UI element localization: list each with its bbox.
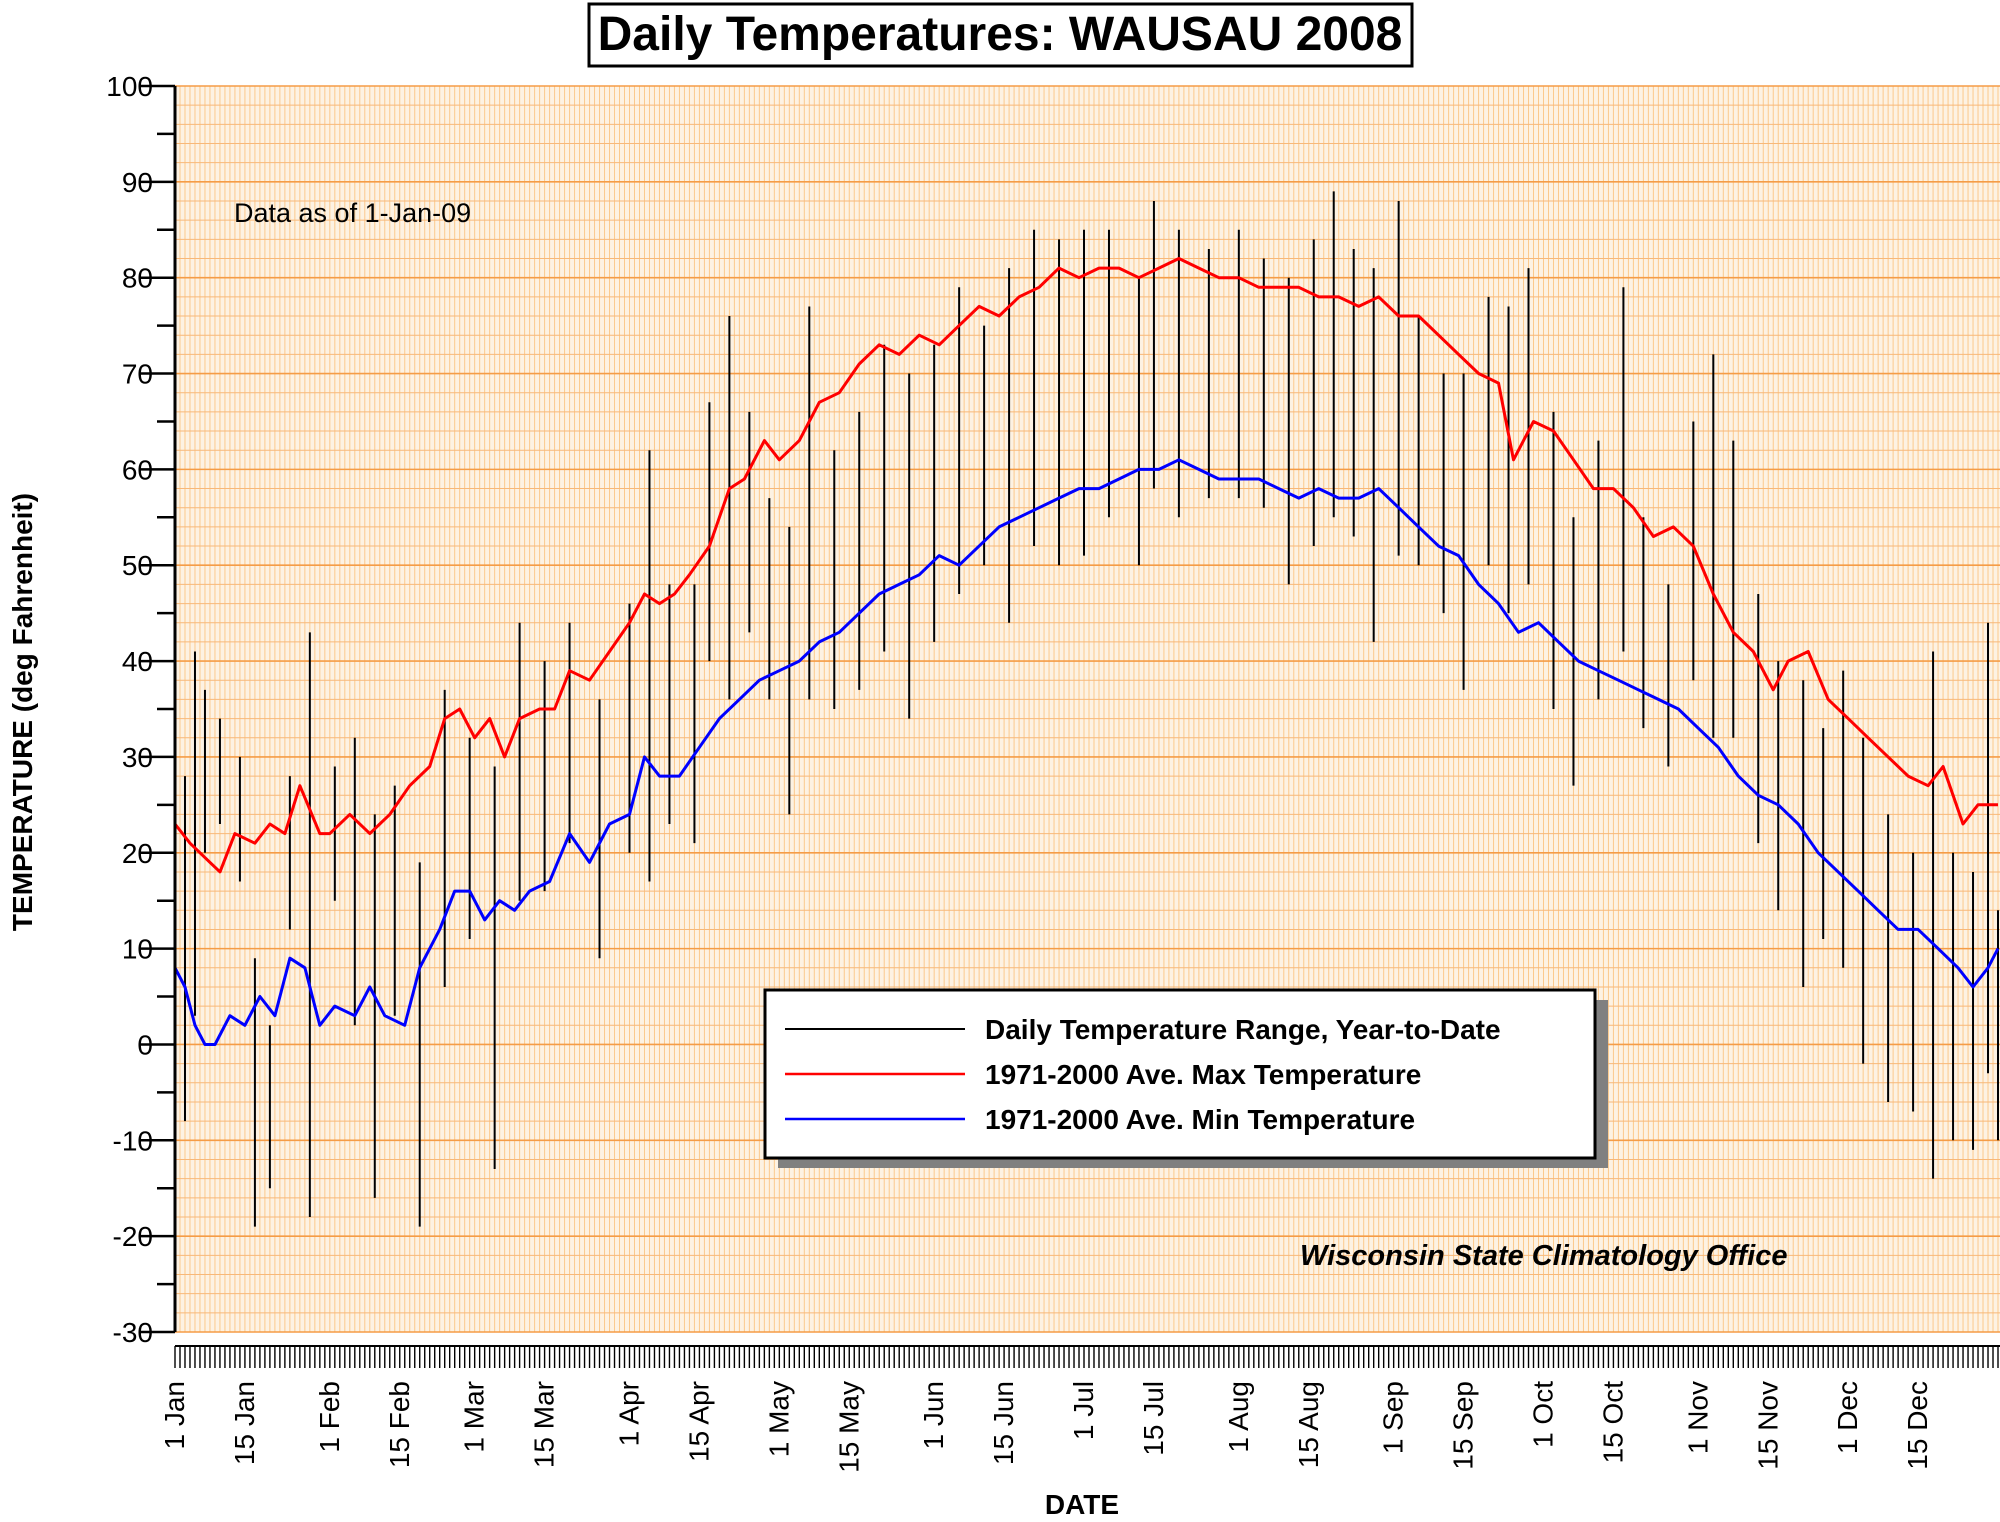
y-tick-label: 40 <box>122 646 153 677</box>
x-tick-label: 1 Mar <box>459 1381 490 1453</box>
x-tick-label: 15 Aug <box>1293 1381 1324 1468</box>
avg-max-line <box>173 257 1998 874</box>
x-tick-label: 15 Nov <box>1752 1381 1783 1470</box>
legend: Daily Temperature Range, Year-to-Date 19… <box>763 988 1608 1168</box>
y-tick-label: 30 <box>122 742 153 773</box>
y-tick-label: -10 <box>113 1125 153 1156</box>
x-tick-label: 15 Mar <box>529 1381 560 1468</box>
y-tick-label: -30 <box>113 1317 153 1348</box>
x-tick-label: 15 Jun <box>988 1381 1019 1465</box>
y-tick-label: 100 <box>106 71 153 102</box>
y-tick-label: 80 <box>122 263 153 294</box>
y-tick-label: 70 <box>122 359 153 390</box>
credit-note: Wisconsin State Climatology Office <box>1300 1240 1787 1272</box>
average-lines <box>173 257 2000 1046</box>
chart-title-box <box>587 2 1414 68</box>
x-tick-label: 15 Sep <box>1448 1381 1479 1470</box>
y-tick-label: 0 <box>137 1029 153 1060</box>
daily-range-bars <box>174 191 1999 1227</box>
axis-layer: -30 -20 -10 0 10 20 30 40 50 60 70 80 90 100 1 Jan 15 J… <box>106 71 2000 1473</box>
x-tick-label: 1 Jul <box>1068 1381 1099 1440</box>
x-tick-label: 15 Jul <box>1138 1381 1169 1456</box>
x-tick-label: 15 Jan <box>229 1381 260 1465</box>
y-tick-label: 90 <box>122 167 153 198</box>
x-tick-label: 1 Jan <box>159 1381 190 1450</box>
legend-label-max: 1971-2000 Ave. Max Temperature <box>985 1059 1421 1090</box>
x-tick-label: 15 Apr <box>683 1381 714 1462</box>
x-tick-label: 15 May <box>833 1381 864 1473</box>
x-tick-label: 1 Jun <box>918 1381 949 1450</box>
x-tick-label: 1 Oct <box>1528 1381 1559 1448</box>
chart-title-group: Daily Temperatures: WAUSAU 2008 <box>587 2 1414 68</box>
y-tick-label: 20 <box>122 838 153 869</box>
x-axis-title: DATE <box>1045 1489 1119 1520</box>
avg-min-line <box>173 458 2000 1046</box>
x-tick-label: 1 Nov <box>1682 1381 1713 1454</box>
x-tick-label: 1 Feb <box>314 1381 345 1453</box>
y-tick-label: -20 <box>113 1221 153 1252</box>
x-tick-label: 15 Feb <box>384 1381 415 1468</box>
chart-title: Daily Temperatures: WAUSAU 2008 <box>598 8 1403 61</box>
x-tick-label: 15 Oct <box>1597 1381 1628 1464</box>
x-tick-label: 1 Dec <box>1832 1381 1863 1454</box>
legend-label-min: 1971-2000 Ave. Min Temperature <box>985 1104 1415 1135</box>
y-tick-label: 60 <box>122 454 153 485</box>
y-tick-label: 10 <box>122 934 153 965</box>
x-tick-label: 1 Aug <box>1223 1381 1254 1453</box>
legend-label-range: Daily Temperature Range, Year-to-Date <box>985 1014 1501 1045</box>
data-date-note: Data as of 1-Jan-09 <box>234 198 471 228</box>
x-tick-label: 15 Dec <box>1902 1381 1933 1470</box>
x-tick-label: 1 Sep <box>1378 1381 1409 1454</box>
y-tick-label: 50 <box>122 550 153 581</box>
x-tick-label: 1 May <box>763 1381 794 1457</box>
y-axis-title: TEMPERATURE (deg Fahrenheit) <box>7 493 38 931</box>
x-tick-label: 1 Apr <box>614 1381 645 1446</box>
